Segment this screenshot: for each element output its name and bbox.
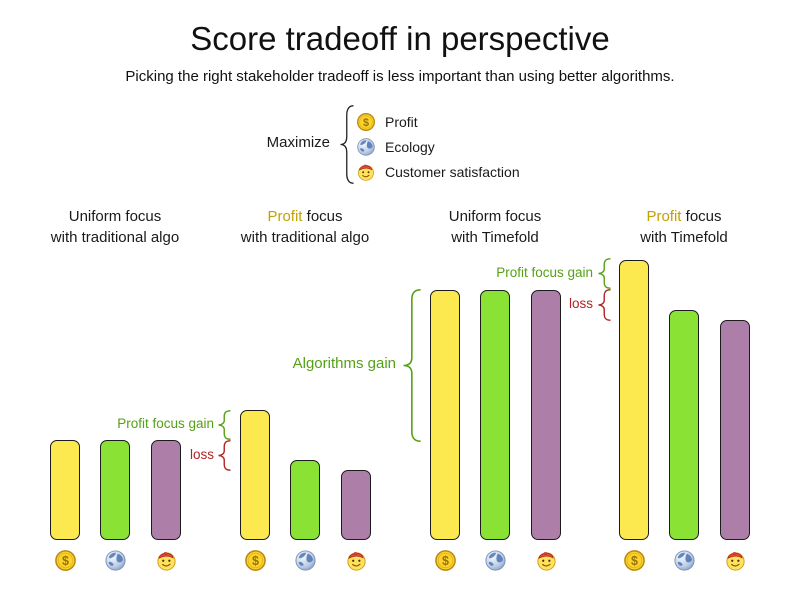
legend-item-ecology: Ecology — [356, 136, 435, 158]
smiley-icon — [724, 549, 747, 572]
annotation-algorithms-gain: Algorithms gain — [292, 355, 396, 372]
svg-text:$: $ — [62, 554, 69, 568]
loss-brace-traditional-icon — [218, 440, 231, 471]
bar-profit-group4 — [619, 260, 649, 540]
group-label-line1: Uniform focus — [5, 206, 225, 227]
smiley-icon — [356, 162, 376, 182]
bar-customer-satisfaction-group2 — [341, 470, 371, 540]
bar-ecology-group4 — [669, 310, 699, 540]
group-label-2: Profit focus with traditional algo — [195, 206, 415, 248]
coin-icon: $ — [356, 112, 376, 132]
group-label-line2: with Timefold — [451, 229, 539, 246]
legend-item-label: Ecology — [385, 139, 435, 155]
page-subtitle: Picking the right stakeholder tradeoff i… — [125, 68, 675, 85]
legend-brace-icon — [340, 105, 354, 184]
group-label-4: Profit focus with Timefold — [574, 206, 794, 248]
legend-item-label: Customer satisfaction — [385, 164, 520, 180]
algorithms-gain-brace-icon — [403, 289, 421, 442]
globe-icon — [104, 549, 127, 572]
bar-profit-group1 — [50, 440, 80, 540]
coin-icon: $ — [623, 549, 646, 572]
globe-icon — [294, 549, 317, 572]
group-label-1: Uniform focus with traditional algo — [5, 206, 225, 248]
bar-ecology-group1 — [100, 440, 130, 540]
annotation-profit-focus-gain-traditional: Profit focus gain — [117, 416, 214, 431]
group-label-3: Uniform focus with Timefold — [385, 206, 605, 248]
bar-customer-satisfaction-group4 — [720, 320, 750, 540]
svg-text:$: $ — [363, 117, 369, 129]
page-title: Score tradeoff in perspective — [190, 20, 610, 57]
smiley-icon — [535, 549, 558, 572]
smiley-icon — [155, 549, 178, 572]
group-label-word: focus — [681, 208, 722, 225]
group-label-word: Profit — [267, 208, 303, 225]
legend-item-customer-satisfaction: Customer satisfaction — [356, 161, 520, 183]
bar-profit-group2 — [240, 410, 270, 540]
globe-icon — [484, 549, 507, 572]
bar-ecology-group2 — [290, 460, 320, 540]
bar-ecology-group3 — [480, 290, 510, 540]
coin-icon: $ — [244, 549, 267, 572]
annotation-loss-traditional: loss — [189, 447, 214, 462]
group-label-line1: Uniform focus — [385, 206, 605, 227]
group-label-line2: with traditional algo — [240, 229, 370, 246]
svg-text:$: $ — [442, 554, 449, 568]
annotation-loss-timefold: loss — [568, 296, 593, 311]
coin-icon: $ — [434, 549, 457, 572]
coin-icon: $ — [54, 549, 77, 572]
bar-profit-group3 — [430, 290, 460, 540]
group-label-word: focus — [302, 208, 343, 225]
gain-brace-timefold-icon — [598, 258, 611, 289]
annotation-profit-focus-gain-timefold: Profit focus gain — [496, 265, 593, 280]
bar-customer-satisfaction-group3 — [531, 290, 561, 540]
group-label-word: Uniform focus — [448, 208, 542, 225]
legend-maximize-label: Maximize — [266, 134, 330, 151]
svg-text:$: $ — [252, 554, 259, 568]
legend-item-label: Profit — [385, 114, 418, 130]
globe-icon — [356, 137, 376, 157]
group-label-line1: Profit focus — [195, 206, 415, 227]
group-label-word: Profit — [646, 208, 682, 225]
smiley-icon — [345, 549, 368, 572]
globe-icon — [673, 549, 696, 572]
group-label-line1: Profit focus — [574, 206, 794, 227]
group-label-word: Uniform focus — [68, 208, 162, 225]
legend-item-profit: $ Profit — [356, 111, 418, 133]
gain-brace-traditional-icon — [218, 410, 231, 440]
loss-brace-timefold-icon — [598, 289, 611, 321]
group-label-line2: with Timefold — [640, 229, 728, 246]
group-label-line2: with traditional algo — [50, 229, 180, 246]
svg-text:$: $ — [631, 554, 638, 568]
bar-customer-satisfaction-group1 — [151, 440, 181, 540]
